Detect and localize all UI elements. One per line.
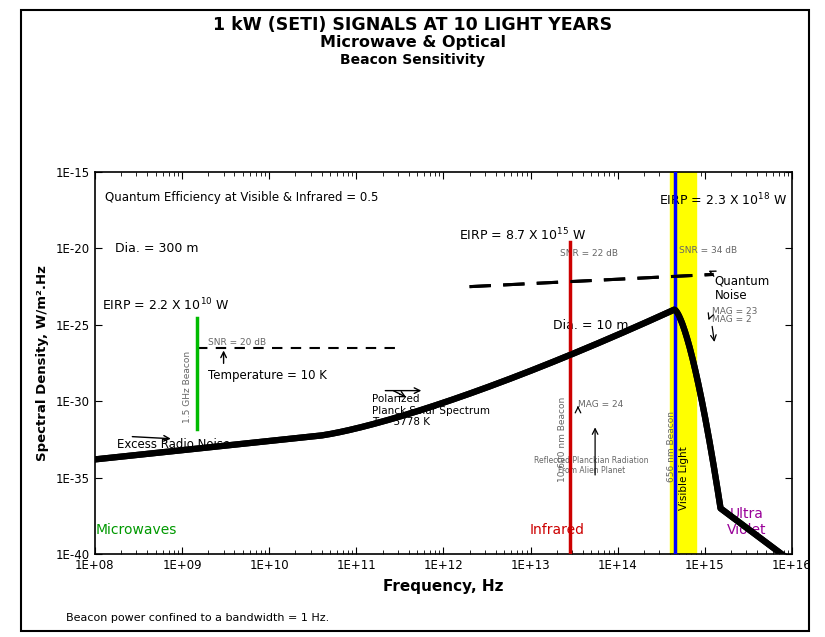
Text: 10,600 nm Beacon: 10,600 nm Beacon <box>558 397 567 482</box>
Text: SNR = 34 dB: SNR = 34 dB <box>679 247 737 255</box>
Text: EIRP = 2.3 X 10$^{18}$ W: EIRP = 2.3 X 10$^{18}$ W <box>659 192 787 208</box>
Text: Dia. = 10 m: Dia. = 10 m <box>553 318 629 332</box>
Text: EIRP = 8.7 X 10$^{15}$ W: EIRP = 8.7 X 10$^{15}$ W <box>459 227 586 244</box>
Text: Reflected Planckian Radiation
From Alien Planet: Reflected Planckian Radiation From Alien… <box>535 455 648 475</box>
Text: Infrared: Infrared <box>530 524 584 537</box>
Text: Quantum
Noise: Quantum Noise <box>714 275 770 303</box>
Y-axis label: Spectral Density, W/m².Hz: Spectral Density, W/m².Hz <box>36 265 49 461</box>
Text: 1.5 GHz Beacon: 1.5 GHz Beacon <box>183 350 191 423</box>
Text: Temperature = 10 K: Temperature = 10 K <box>208 369 328 382</box>
Text: Quantum Efficiency at Visible & Infrared = 0.5: Quantum Efficiency at Visible & Infrared… <box>105 191 378 204</box>
Text: MAG = 24: MAG = 24 <box>578 401 623 410</box>
Text: Ultra
Violet: Ultra Violet <box>727 507 766 537</box>
Text: MAG = 23: MAG = 23 <box>712 307 757 316</box>
Text: Microwaves: Microwaves <box>96 524 177 537</box>
Text: 656 nm Beacon: 656 nm Beacon <box>667 412 676 482</box>
Text: Beacon Sensitivity: Beacon Sensitivity <box>340 53 485 67</box>
Text: 1 kW (SETI) SIGNALS AT 10 LIGHT YEARS: 1 kW (SETI) SIGNALS AT 10 LIGHT YEARS <box>213 16 612 34</box>
Text: Microwave & Optical: Microwave & Optical <box>319 35 506 50</box>
Text: MAG = 2: MAG = 2 <box>712 315 752 324</box>
Text: Polarized
Planck Solar Spectrum
T = 5778 K: Polarized Planck Solar Spectrum T = 5778… <box>371 394 490 427</box>
Text: Dia. = 300 m: Dia. = 300 m <box>115 242 199 255</box>
Text: SNR = 22 dB: SNR = 22 dB <box>560 250 619 259</box>
Text: Beacon power confined to a bandwidth = 1 Hz.: Beacon power confined to a bandwidth = 1… <box>66 613 329 623</box>
Bar <box>670 172 696 554</box>
Text: SNR = 20 dB: SNR = 20 dB <box>208 338 266 347</box>
Text: Visible Light: Visible Light <box>679 446 689 510</box>
Text: EIRP = 2.2 X 10$^{10}$ W: EIRP = 2.2 X 10$^{10}$ W <box>101 297 229 313</box>
X-axis label: Frequency, Hz: Frequency, Hz <box>383 579 504 594</box>
Text: Excess Radio Noise: Excess Radio Noise <box>117 438 230 451</box>
